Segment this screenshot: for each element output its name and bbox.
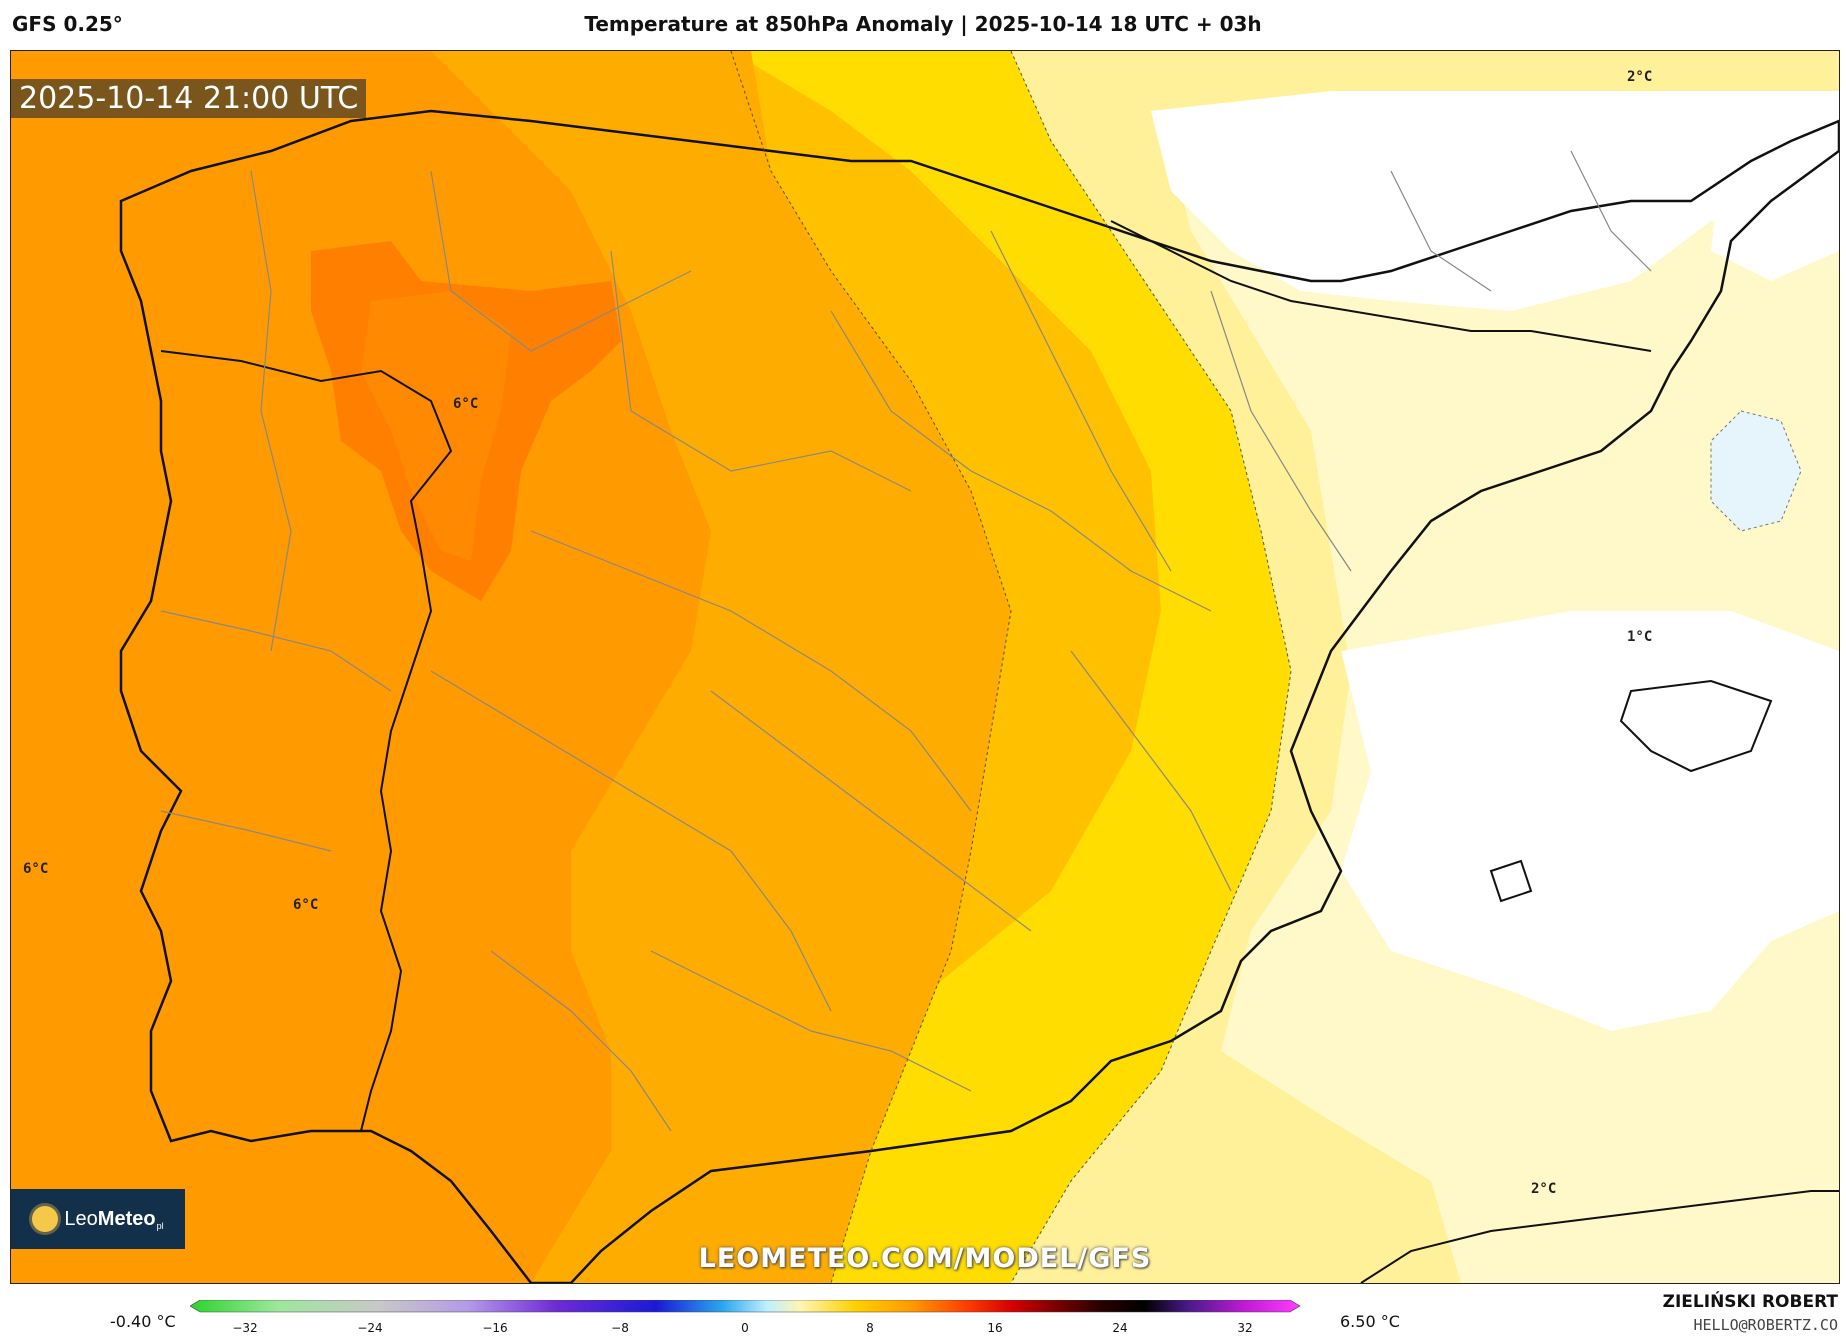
- africa-coastline: [1360, 1190, 1839, 1283]
- iberia-coastline: [119, 109, 1839, 1283]
- model-label: GFS 0.25°: [12, 12, 123, 36]
- sun-icon: [32, 1206, 59, 1232]
- tick-label: −8: [611, 1321, 629, 1335]
- legend-max-value: 6.50 °C: [1340, 1312, 1400, 1331]
- logo-text-bold: Meteo: [97, 1207, 156, 1230]
- isotherm-label: 2°C: [1531, 1181, 1557, 1197]
- isotherm-label: 6°C: [23, 861, 49, 877]
- anomaly-fill-0-gulf: [1711, 111, 1839, 281]
- tick-label: 0: [741, 1321, 749, 1335]
- isotherm-label: 6°C: [453, 396, 479, 412]
- ibiza-outline: [1489, 859, 1533, 903]
- isotherm-label: 6°C: [293, 897, 319, 913]
- isotherm-contours: [730, 51, 1292, 1283]
- chart-title: Temperature at 850hPa Anomaly | 2025-10-…: [584, 12, 1262, 36]
- regional-borders: [160, 150, 1652, 1132]
- anomaly-fill-neg: [1710, 410, 1802, 532]
- isotherm-label: 2°C: [1627, 69, 1653, 85]
- tick-label: −16: [482, 1321, 507, 1335]
- spain-portugal-border: [160, 350, 453, 1132]
- colorbar-fill: [190, 1300, 1301, 1313]
- watermark-url: LEOMETEO.COM/MODEL/GFS: [698, 1243, 1152, 1274]
- map-panel[interactable]: 2025-10-14 21:00 UTC 2°C 6°C 1°C 6°C 6°C…: [10, 50, 1840, 1284]
- leometeo-logo: Leo Meteo pl: [11, 1189, 185, 1249]
- color-scale-bar: −32 −24 −16 −8 0 8 16 24 32: [190, 1300, 1301, 1335]
- mallorca-outline: [1619, 679, 1773, 773]
- logo-text-light: Leo: [64, 1207, 98, 1230]
- tick-label: −32: [232, 1321, 257, 1335]
- tick-label: 32: [1237, 1321, 1252, 1335]
- anomaly-fill-0-sea: [1341, 611, 1839, 1031]
- legend-min-value: -0.40 °C: [110, 1312, 176, 1331]
- author-email[interactable]: HELLO@ROBERTZ.CO: [1693, 1316, 1839, 1334]
- tick-label: 24: [1112, 1321, 1127, 1335]
- tick-label: −24: [357, 1321, 382, 1335]
- isotherm-label: 1°C: [1627, 629, 1653, 645]
- anomaly-fill-0-france: [1151, 91, 1839, 311]
- logo-suffix: pl: [156, 1221, 164, 1231]
- anomaly-field: [11, 51, 1839, 1283]
- tick-label: 16: [987, 1321, 1002, 1335]
- author-credit: ZIELIŃSKI ROBERT: [1662, 1292, 1838, 1312]
- valid-time-badge: 2025-10-14 21:00 UTC: [11, 79, 367, 118]
- tick-label: 8: [866, 1321, 874, 1335]
- colorbar-ticks: −32 −24 −16 −8 0 8 16 24 32: [232, 1321, 1252, 1335]
- pyrenees-border: [1110, 220, 1652, 352]
- anomaly-fill-7: [361, 291, 511, 561]
